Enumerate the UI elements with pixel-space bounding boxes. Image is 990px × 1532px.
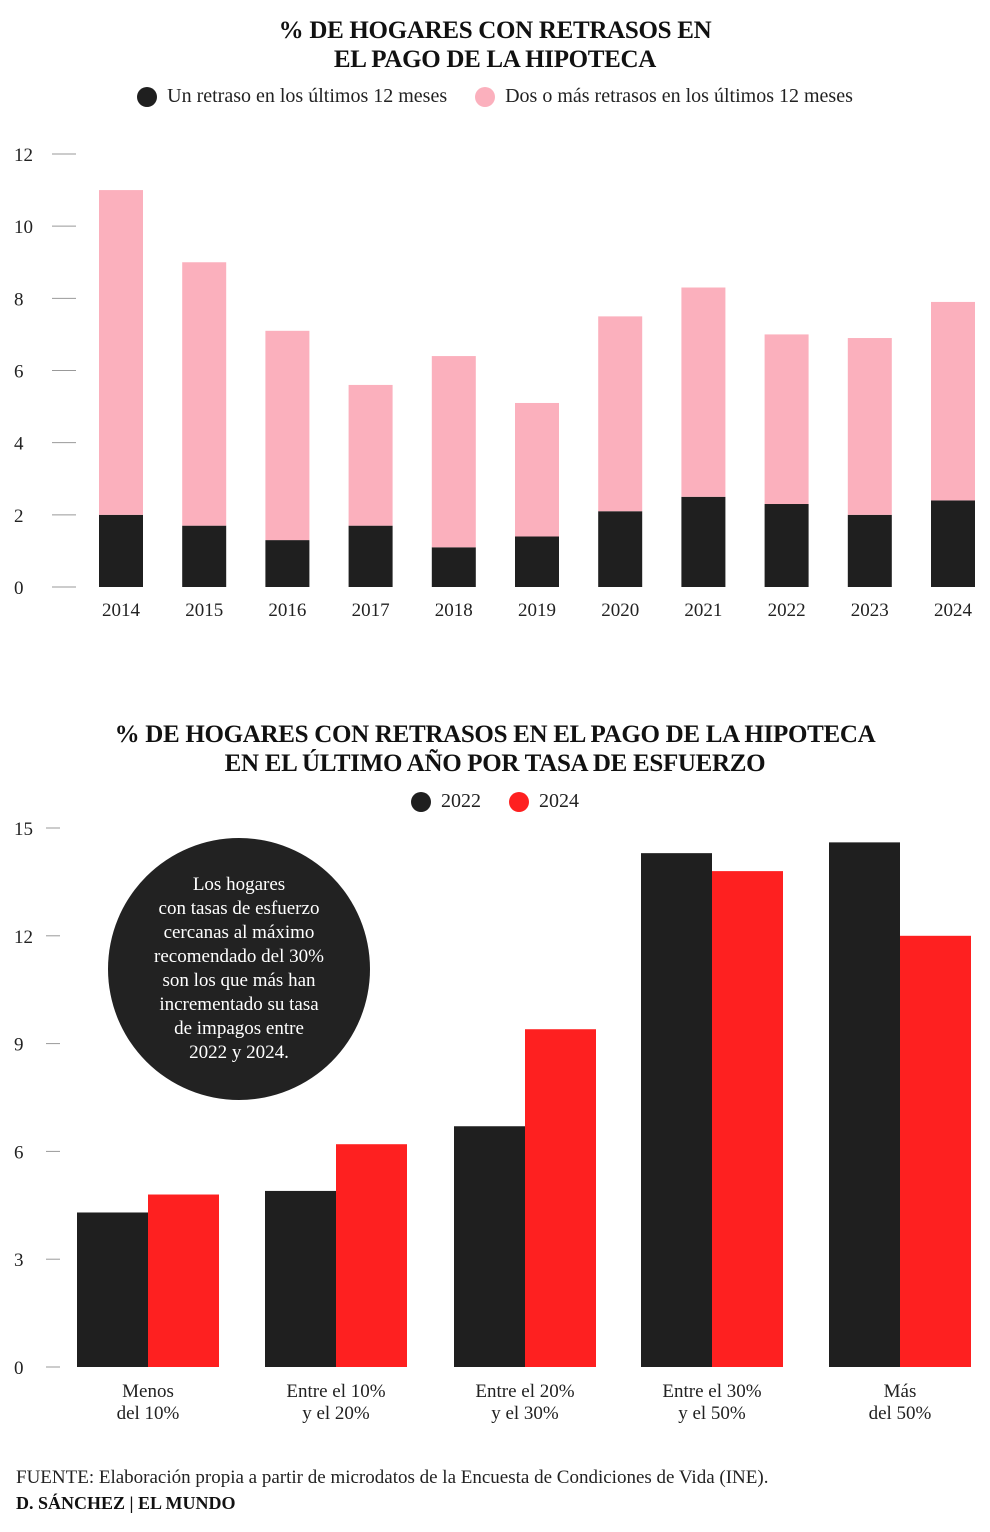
chart2-legend-label-2022: 2022 — [441, 790, 481, 812]
chart2-y-tick-label: 3 — [14, 1250, 24, 1271]
chart1-y-tick-label: 4 — [14, 434, 24, 455]
chart1-bar-2018-one-delay — [431, 547, 476, 587]
chart1-y-tick-label: 8 — [14, 289, 24, 310]
chart2-title-line2: EN EL ÚLTIMO AÑO POR TASA DE ESFUERZO — [224, 750, 766, 777]
chart1-bar-2022-two-plus-delays — [764, 334, 809, 505]
chart1-bar-2020-one-delay — [598, 511, 643, 587]
chart1-legend-item-two-plus-delays: Dos o más retrasos en los últimos 12 mes… — [475, 85, 853, 108]
callout-bubble: Los hogares con tasas de esfuerzo cercan… — [108, 838, 370, 1100]
chart1-legend: Un retraso en los últimos 12 meses Dos o… — [0, 85, 990, 108]
chart1-legend-item-one-delay: Un retraso en los últimos 12 meses — [137, 85, 447, 108]
chart1-title-line2: EL PAGO DE LA HIPOTECA — [333, 46, 657, 73]
chart1-bar-2014-one-delay — [99, 514, 143, 587]
chart2-bar-group-4-2024 — [712, 871, 783, 1367]
chart2-bar-group-1-2022 — [77, 1212, 148, 1367]
callout-text: Los hogares con tasas de esfuerzo cercan… — [154, 874, 324, 1063]
chart1-x-tick-label: 2018 — [435, 600, 473, 621]
chart2-x-tick-label: y el 20% — [302, 1403, 370, 1424]
chart1-bar-2020-two-plus-delays — [598, 316, 643, 512]
chart2-y-tick-label: 9 — [14, 1035, 24, 1056]
chart2-bar-group-2-2022 — [265, 1190, 336, 1367]
chart1-plot: 0 2 4 6 8 10 12 2014 2015 2016 2017 2018 2019 2020 202… — [14, 145, 975, 621]
chart2-y-tick-label: 6 — [14, 1142, 24, 1163]
chart2-bar-group-3-2022 — [454, 1126, 525, 1367]
chart2-y-tick-label: 12 — [14, 927, 33, 948]
chart1-bar-2021-one-delay — [681, 496, 726, 587]
chart1-x-tick-label: 2016 — [268, 600, 306, 621]
chart1-x-tick-label: 2017 — [352, 600, 390, 621]
chart1-bar-2016-two-plus-delays — [265, 330, 310, 541]
chart1-legend-label-two-plus-delays: Dos o más retrasos en los últimos 12 mes… — [505, 85, 853, 107]
chart2-x-tick-label: del 10% — [117, 1403, 180, 1424]
chart1-y-tick-label: 2 — [14, 506, 24, 527]
chart2-legend: 2022 2024 — [0, 790, 990, 813]
chart2-x-tick-label: Entre el 20% — [475, 1381, 574, 1402]
chart2-legend-dot-2024 — [509, 791, 529, 812]
chart2-x-tick-label: del 50% — [869, 1403, 932, 1424]
chart2-bar-group-2-2024 — [336, 1144, 407, 1367]
chart1-bar-2022-one-delay — [764, 504, 809, 587]
chart1-x-tick-label: 2022 — [768, 600, 806, 621]
chart1-bar-2021-two-plus-delays — [681, 287, 726, 497]
chart2-x-tick-label: Menos — [122, 1381, 174, 1402]
chart2-legend-dot-2022 — [411, 791, 431, 812]
chart1-x-tick-label: 2021 — [684, 600, 722, 621]
chart1-x-tick-label: 2023 — [851, 600, 889, 621]
chart2-title: % DE HOGARES CON RETRASOS EN EL PAGO DE … — [0, 720, 990, 778]
chart2-bar-group-3-2024 — [525, 1029, 596, 1367]
chart1-x-tick-label: 2014 — [102, 600, 141, 621]
chart1-title-line1: % DE HOGARES CON RETRASOS EN — [278, 17, 712, 44]
chart1-bar-2023-one-delay — [847, 514, 892, 587]
chart1-x-tick-label: 2020 — [601, 600, 639, 621]
chart2-legend-label-2024: 2024 — [539, 790, 579, 812]
chart2-legend-item-2022: 2022 — [411, 790, 481, 813]
chart1-bar-2015-one-delay — [182, 525, 227, 587]
chart2-y-tick-label: 15 — [14, 819, 33, 840]
chart1-bar-2023-two-plus-delays — [847, 338, 892, 515]
chart2-x-tick-label: Entre el 30% — [662, 1381, 761, 1402]
chart1-bar-2015-two-plus-delays — [182, 262, 227, 526]
chart2-title-line1: % DE HOGARES CON RETRASOS EN EL PAGO DE … — [114, 721, 876, 748]
chart2-x-tick-label: Entre el 10% — [286, 1381, 385, 1402]
chart1-x-tick-label: 2019 — [518, 600, 556, 621]
chart2-bar-group-5-2024 — [900, 935, 971, 1367]
chart1-bar-2017-one-delay — [348, 525, 393, 587]
footer-source: FUENTE: Elaboración propia a partir de m… — [16, 1467, 769, 1488]
chart2-x-tick-label: y el 50% — [678, 1403, 746, 1424]
chart2-bar-group-4-2022 — [641, 853, 712, 1367]
chart1-title: % DE HOGARES CON RETRASOS EN EL PAGO DE … — [0, 16, 990, 74]
chart1-bar-2024-two-plus-delays — [931, 301, 975, 501]
chart1-bar-2017-two-plus-delays — [348, 384, 393, 526]
chart1-bar-2014-two-plus-delays — [99, 190, 143, 515]
chart1-bar-2019-two-plus-delays — [515, 402, 559, 537]
chart2-bar-group-5-2022 — [829, 842, 900, 1367]
chart1-legend-label-one-delay: Un retraso en los últimos 12 meses — [167, 85, 448, 107]
chart1-x-tick-label: 2024 — [934, 600, 973, 621]
chart1-bar-2016-one-delay — [265, 540, 310, 587]
chart1-y-tick-label: 10 — [14, 217, 33, 238]
chart1-y-tick-label: 0 — [14, 578, 24, 599]
chart2-bar-group-1-2024 — [148, 1194, 219, 1367]
chart1-bar-2019-one-delay — [515, 536, 559, 587]
chart2-x-tick-label: y el 30% — [491, 1403, 559, 1424]
chart1-legend-dot-one-delay — [137, 86, 158, 107]
chart2-y-tick-label: 0 — [14, 1358, 24, 1379]
chart2-legend-item-2024: 2024 — [509, 790, 579, 813]
chart1-bar-2024-one-delay — [931, 500, 975, 587]
chart1-y-tick-label: 12 — [14, 145, 33, 166]
chart1-legend-dot-two-plus-delays — [475, 86, 496, 107]
chart1-bar-2018-two-plus-delays — [431, 356, 476, 548]
chart1-x-tick-label: 2015 — [185, 600, 223, 621]
chart1-y-tick-label: 6 — [14, 362, 24, 383]
footer-credit: D. SÁNCHEZ | EL MUNDO — [16, 1493, 236, 1513]
chart2-x-tick-label: Más — [884, 1381, 917, 1402]
